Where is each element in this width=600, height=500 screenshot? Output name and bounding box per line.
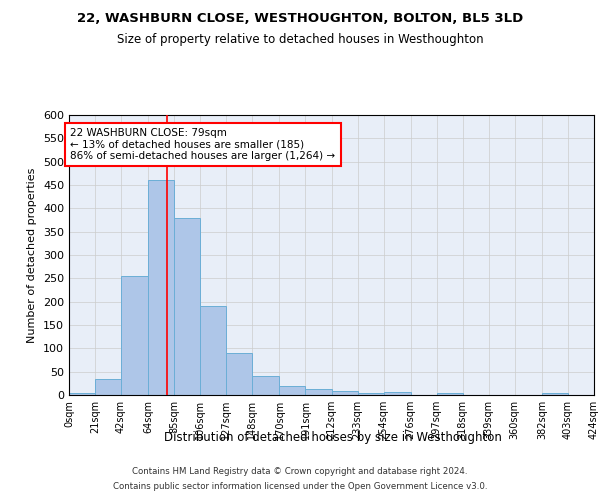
Bar xyxy=(437,392,463,395)
Bar xyxy=(331,392,358,395)
Bar xyxy=(305,389,331,395)
Bar xyxy=(69,392,95,395)
Text: Contains HM Land Registry data © Crown copyright and database right 2024.: Contains HM Land Registry data © Crown c… xyxy=(132,467,468,476)
Bar xyxy=(95,378,121,395)
Text: 22, WASHBURN CLOSE, WESTHOUGHTON, BOLTON, BL5 3LD: 22, WASHBURN CLOSE, WESTHOUGHTON, BOLTON… xyxy=(77,12,523,26)
Bar xyxy=(174,218,200,395)
Bar xyxy=(200,306,226,395)
Y-axis label: Number of detached properties: Number of detached properties xyxy=(28,168,37,342)
Bar xyxy=(542,392,568,395)
Bar xyxy=(226,353,252,395)
Text: Contains public sector information licensed under the Open Government Licence v3: Contains public sector information licen… xyxy=(113,482,487,491)
Bar xyxy=(383,392,411,395)
Bar xyxy=(358,392,383,395)
Bar xyxy=(121,276,148,395)
Text: 22 WASHBURN CLOSE: 79sqm
← 13% of detached houses are smaller (185)
86% of semi-: 22 WASHBURN CLOSE: 79sqm ← 13% of detach… xyxy=(70,128,335,162)
Bar xyxy=(280,386,305,395)
Bar xyxy=(148,180,174,395)
Text: Size of property relative to detached houses in Westhoughton: Size of property relative to detached ho… xyxy=(116,32,484,46)
Text: Distribution of detached houses by size in Westhoughton: Distribution of detached houses by size … xyxy=(164,431,502,444)
Bar xyxy=(252,376,280,395)
